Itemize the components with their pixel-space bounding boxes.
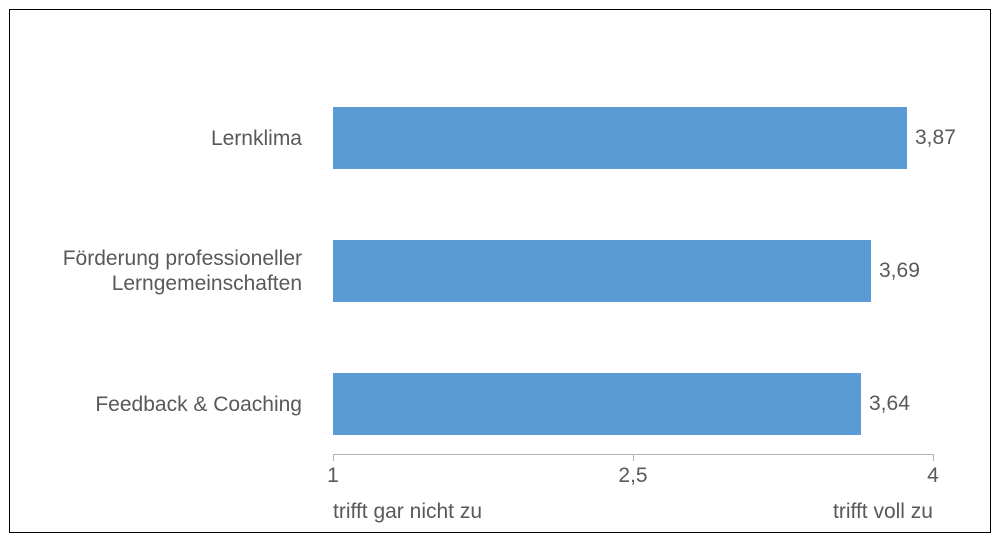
anchor-right: trifft voll zu: [833, 500, 933, 524]
chart-frame: 3,87 3,69 3,64 1 2,5 4 trifft gar nicht …: [9, 9, 991, 533]
category-label: Förderung professionellerLerngemeinschaf…: [2, 246, 302, 296]
x-tick-label: 1: [327, 464, 339, 488]
bar: [333, 373, 861, 435]
category-label: Lernklima: [2, 126, 302, 151]
bar: [333, 240, 871, 302]
category-label: Feedback & Coaching: [2, 392, 302, 417]
bar-value-label: 3,64: [869, 392, 910, 416]
bar-value-label: 3,87: [915, 126, 956, 150]
bar: [333, 107, 907, 169]
x-tick: [633, 454, 634, 461]
plot-area: 3,87 3,69 3,64: [333, 44, 933, 455]
bar-value-label: 3,69: [879, 259, 920, 283]
anchor-left: trifft gar nicht zu: [333, 500, 482, 524]
chart-container: 3,87 3,69 3,64 1 2,5 4 trifft gar nicht …: [0, 0, 1000, 542]
x-tick: [933, 454, 934, 461]
x-tick: [333, 454, 334, 461]
x-tick-label: 4: [927, 464, 939, 488]
x-tick-label: 2,5: [618, 464, 647, 488]
